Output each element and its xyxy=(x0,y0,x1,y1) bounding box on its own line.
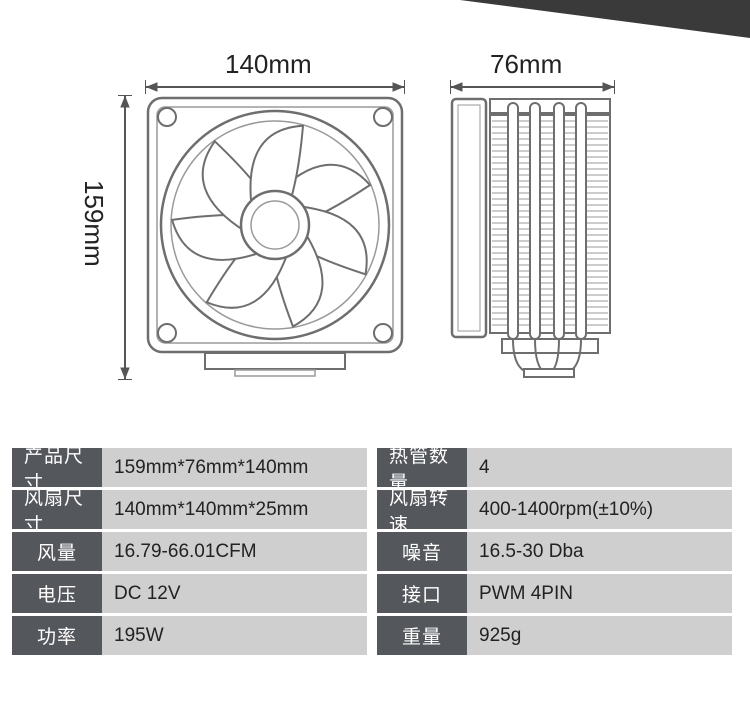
spec-value: 16.79-66.01CFM xyxy=(102,532,367,571)
depth-label: 76mm xyxy=(490,49,562,80)
corner-accent xyxy=(460,0,750,38)
spec-label: 功率 xyxy=(12,616,102,655)
spec-label: 重量 xyxy=(377,616,467,655)
width-bracket xyxy=(145,80,405,94)
spec-label: 风扇尺寸 xyxy=(12,490,102,529)
height-label: 159mm xyxy=(78,180,109,267)
spec-value: 159mm*76mm*140mm xyxy=(102,448,367,487)
spec-value: 140mm*140mm*25mm xyxy=(102,490,367,529)
spec-value: 400-1400rpm(±10%) xyxy=(467,490,732,529)
spec-label: 接口 xyxy=(377,574,467,613)
spec-label: 电压 xyxy=(12,574,102,613)
dimension-diagram: 140mm 76mm 159mm xyxy=(70,55,680,425)
spec-label: 热管数量 xyxy=(377,448,467,487)
front-view-fan xyxy=(145,95,405,380)
spec-label: 产品尺寸 xyxy=(12,448,102,487)
spec-label: 风量 xyxy=(12,532,102,571)
side-view-heatsink xyxy=(450,95,615,380)
spec-label: 风扇转速 xyxy=(377,490,467,529)
spec-value: 16.5-30 Dba xyxy=(467,532,732,571)
spec-value: PWM 4PIN xyxy=(467,574,732,613)
width-label: 140mm xyxy=(225,49,312,80)
specs-table: 产品尺寸 159mm*76mm*140mm 热管数量 4 风扇尺寸 140mm*… xyxy=(12,448,738,655)
spec-value: 4 xyxy=(467,448,732,487)
spec-value: 195W xyxy=(102,616,367,655)
spec-label: 噪音 xyxy=(377,532,467,571)
depth-bracket xyxy=(450,80,615,94)
spec-value: DC 12V xyxy=(102,574,367,613)
height-bracket xyxy=(118,95,132,380)
spec-value: 925g xyxy=(467,616,732,655)
